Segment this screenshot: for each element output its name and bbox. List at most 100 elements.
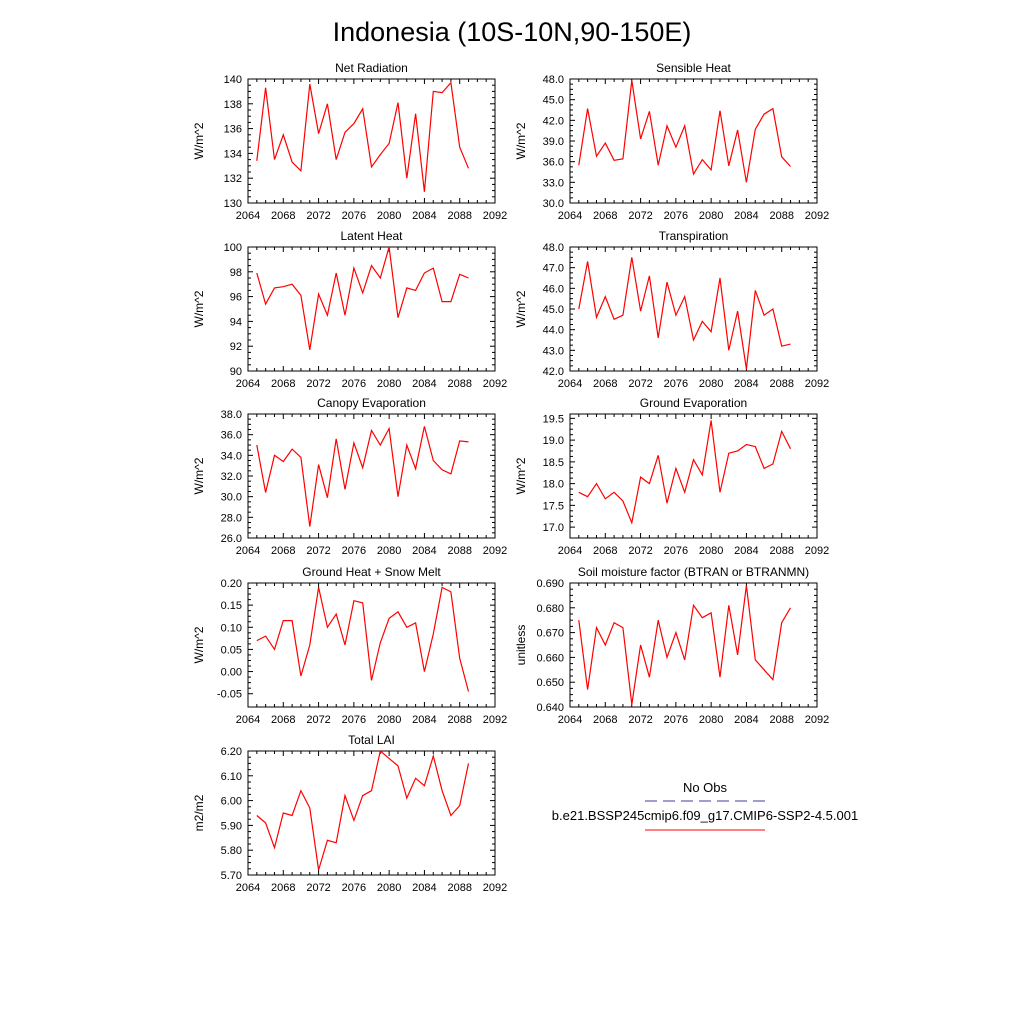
panel-transpiration: Transpiration 2064 2068 2072 2076 2080 2084 208… — [514, 229, 829, 390]
y-tick-label: 48.0 — [543, 74, 564, 86]
x-tick-label: 2068 — [271, 378, 295, 390]
y-tick-label: 0.15 — [221, 600, 242, 612]
x-tick-label: 2088 — [769, 714, 793, 726]
x-tick-label: 2088 — [769, 378, 793, 390]
y-tick-label: 130 — [224, 198, 242, 210]
x-tick-label: 2064 — [236, 714, 260, 726]
y-tick-label: 94 — [230, 316, 242, 328]
panel-ground-heat-snow-melt: Ground Heat + Snow Melt 2064 2068 2072 2076 2… — [192, 565, 507, 726]
y-tick-label: 45.0 — [543, 95, 564, 107]
y-tick-label: 32.0 — [221, 471, 242, 483]
y-tick-label: 30.0 — [221, 492, 242, 504]
x-tick-label: 2084 — [412, 882, 436, 894]
legend-obs-label: No Obs — [683, 780, 728, 795]
x-tick-label: 2072 — [628, 545, 652, 557]
x-tick-label: 2076 — [342, 714, 366, 726]
x-tick-label: 2064 — [558, 714, 582, 726]
y-axis-label: W/m^2 — [514, 457, 528, 494]
panel-title: Latent Heat — [340, 229, 403, 243]
y-tick-label: 0.00 — [221, 667, 242, 679]
panel-sensible-heat: Sensible Heat 2064 2068 2072 2076 2080 2084 208… — [514, 61, 829, 222]
y-tick-label: 5.90 — [221, 820, 242, 832]
x-tick-label: 2064 — [558, 378, 582, 390]
y-axis-label: m2/m2 — [192, 794, 206, 831]
x-tick-label: 2072 — [306, 210, 330, 222]
y-tick-label: 36.0 — [221, 430, 242, 442]
y-tick-label: 96 — [230, 292, 242, 304]
x-tick-label: 2092 — [805, 210, 829, 222]
x-tick-label: 2072 — [306, 882, 330, 894]
y-tick-label: 138 — [224, 99, 242, 111]
x-tick-label: 2076 — [664, 378, 688, 390]
series-line — [578, 257, 791, 369]
y-tick-label: 0.660 — [536, 652, 564, 664]
x-tick-label: 2092 — [805, 378, 829, 390]
y-tick-label: 0.670 — [536, 628, 564, 640]
series-line — [578, 585, 792, 705]
y-tick-label: 44.0 — [543, 325, 564, 337]
x-tick-label: 2072 — [306, 545, 330, 557]
x-tick-label: 2080 — [377, 882, 401, 894]
y-tick-label: 6.10 — [221, 771, 242, 783]
panel-title: Canopy Evaporation — [317, 396, 426, 410]
y-tick-label: -0.05 — [217, 689, 242, 701]
panel-title: Total LAI — [348, 733, 395, 747]
x-tick-label: 2092 — [483, 210, 507, 222]
x-tick-label: 2084 — [412, 714, 436, 726]
y-axis-label: W/m^2 — [514, 122, 528, 159]
x-tick-label: 2072 — [306, 378, 330, 390]
x-tick-label: 2068 — [593, 378, 617, 390]
y-tick-label: 47.0 — [543, 263, 564, 275]
series-line — [256, 246, 469, 350]
x-tick-label: 2092 — [483, 882, 507, 894]
x-tick-label: 2080 — [699, 545, 723, 557]
panel-title: Sensible Heat — [656, 61, 731, 75]
y-axis-label: unitless — [514, 625, 528, 666]
y-tick-label: 0.10 — [221, 622, 242, 634]
y-tick-label: 0.20 — [221, 578, 242, 590]
x-tick-label: 2068 — [271, 545, 295, 557]
x-tick-label: 2092 — [805, 714, 829, 726]
x-tick-label: 2092 — [805, 545, 829, 557]
panel-title: Ground Heat + Snow Melt — [302, 565, 441, 579]
y-tick-label: 38.0 — [221, 409, 242, 421]
series-line — [256, 586, 470, 692]
y-tick-label: 0.650 — [536, 677, 564, 689]
x-tick-label: 2092 — [483, 378, 507, 390]
y-tick-label: 5.70 — [221, 870, 242, 882]
x-tick-label: 2088 — [769, 545, 793, 557]
y-tick-label: 17.5 — [543, 500, 564, 512]
y-tick-label: 34.0 — [221, 450, 242, 462]
y-tick-label: 19.0 — [543, 435, 564, 447]
x-tick-label: 2084 — [734, 714, 758, 726]
y-tick-label: 42.0 — [543, 366, 564, 378]
x-tick-label: 2064 — [236, 545, 260, 557]
x-tick-label: 2080 — [699, 210, 723, 222]
plot-frame — [569, 246, 818, 372]
x-tick-label: 2064 — [558, 545, 582, 557]
y-tick-label: 17.0 — [543, 522, 564, 534]
x-tick-label: 2080 — [699, 378, 723, 390]
x-tick-label: 2076 — [342, 882, 366, 894]
y-tick-label: 43.0 — [543, 345, 564, 357]
x-tick-label: 2076 — [342, 378, 366, 390]
x-tick-label: 2072 — [306, 714, 330, 726]
panel-net-radiation: Net Radiation 2064 2068 2072 2076 2080 2084 208… — [192, 61, 507, 222]
x-tick-label: 2088 — [769, 210, 793, 222]
x-tick-label: 2076 — [342, 545, 366, 557]
panel-title: Ground Evaporation — [640, 396, 747, 410]
y-tick-label: 0.640 — [536, 702, 564, 714]
y-tick-label: 26.0 — [221, 533, 242, 545]
plot-frame — [569, 413, 818, 539]
y-tick-label: 28.0 — [221, 512, 242, 524]
x-tick-label: 2068 — [271, 714, 295, 726]
x-tick-label: 2064 — [236, 210, 260, 222]
x-tick-label: 2072 — [628, 714, 652, 726]
x-tick-label: 2080 — [377, 378, 401, 390]
x-tick-label: 2064 — [236, 378, 260, 390]
series-line — [256, 81, 470, 192]
y-tick-label: 98 — [230, 267, 242, 279]
panel-total-lai: Total LAI 2064 2068 2072 2076 2080 2084 2088 209… — [192, 733, 507, 894]
panels: Net Radiation 2064 2068 2072 2076 2080 2084 208… — [192, 61, 829, 894]
x-tick-label: 2088 — [447, 714, 471, 726]
